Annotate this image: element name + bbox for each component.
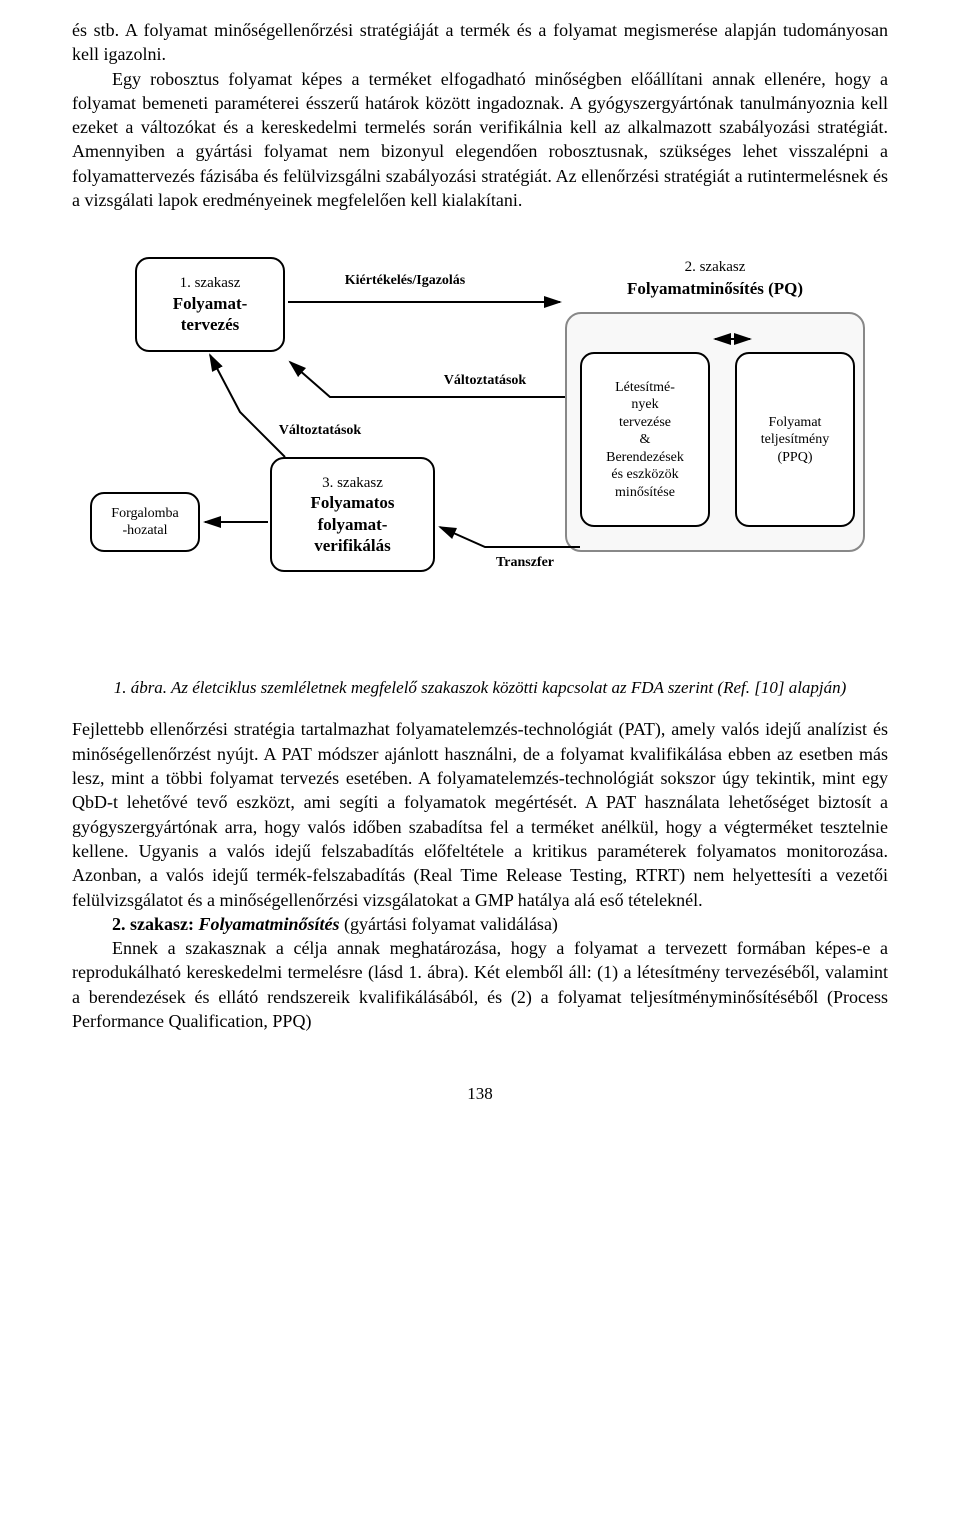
- market-box: Forgalomba-hozatal: [90, 492, 200, 552]
- diagram-container: 1. szakasz Folyamat-tervezés 2. szakasz …: [72, 242, 888, 642]
- figure-caption: 1. ábra. Az életciklus szemléletnek megf…: [72, 677, 888, 699]
- stage2-title: Folyamatminősítés (PQ): [627, 279, 803, 298]
- stage2-header: 2. szakasz Folyamatminősítés (PQ): [570, 257, 860, 300]
- stage2-num: 2. szakasz: [685, 259, 746, 275]
- stage2-heading-line: 2. szakasz: Folyamatminősítés (gyártási …: [72, 912, 888, 936]
- paragraph-3: Fejlettebb ellenőrzési stratégia tartalm…: [72, 717, 888, 911]
- stage1-title: Folyamat-tervezés: [145, 293, 275, 336]
- ppq-text: Folyamatteljesítmény(PPQ): [745, 414, 845, 467]
- changes1-label: Változtatások: [430, 372, 540, 391]
- stage1-box: 1. szakasz Folyamat-tervezés: [135, 257, 285, 352]
- text: és stb. A folyamat minőségellenőrzési st…: [72, 20, 888, 64]
- stage1-num: 1. szakasz: [145, 274, 275, 293]
- paragraph-2: Egy robosztus folyamat képes a terméket …: [72, 67, 888, 213]
- flowchart-diagram: 1. szakasz Folyamat-tervezés 2. szakasz …: [90, 242, 870, 642]
- transfer-label: Transzfer: [485, 554, 565, 573]
- facility-text: Létesítmé-nyektervezése&Berendezésekés e…: [590, 379, 700, 502]
- stage2-suffix: (gyártási folyamat validálása): [340, 914, 558, 934]
- ppq-box: Folyamatteljesítmény(PPQ): [735, 352, 855, 527]
- stage3-num: 3. szakasz: [280, 474, 425, 493]
- eval-label: Kiértékelés/Igazolás: [320, 272, 490, 291]
- paragraph-4: Ennek a szakasznak a célja annak meghatá…: [72, 936, 888, 1033]
- paragraph-1: és stb. A folyamat minőségellenőrzési st…: [72, 18, 888, 67]
- stage2-text: szakasz:: [130, 914, 194, 934]
- facility-box: Létesítmé-nyektervezése&Berendezésekés e…: [580, 352, 710, 527]
- page-number: 138: [72, 1083, 888, 1106]
- stage3-box: 3. szakasz Folyamatosfolyamat-verifikálá…: [270, 457, 435, 572]
- market-text: Forgalomba-hozatal: [100, 505, 190, 540]
- stage2-num: 2.: [112, 914, 126, 934]
- stage3-title: Folyamatosfolyamat-verifikálás: [280, 492, 425, 556]
- changes2-label: Változtatások: [265, 422, 375, 441]
- stage2-title: Folyamatminősítés: [199, 914, 340, 934]
- text: Egy robosztus folyamat képes a terméket …: [72, 69, 888, 210]
